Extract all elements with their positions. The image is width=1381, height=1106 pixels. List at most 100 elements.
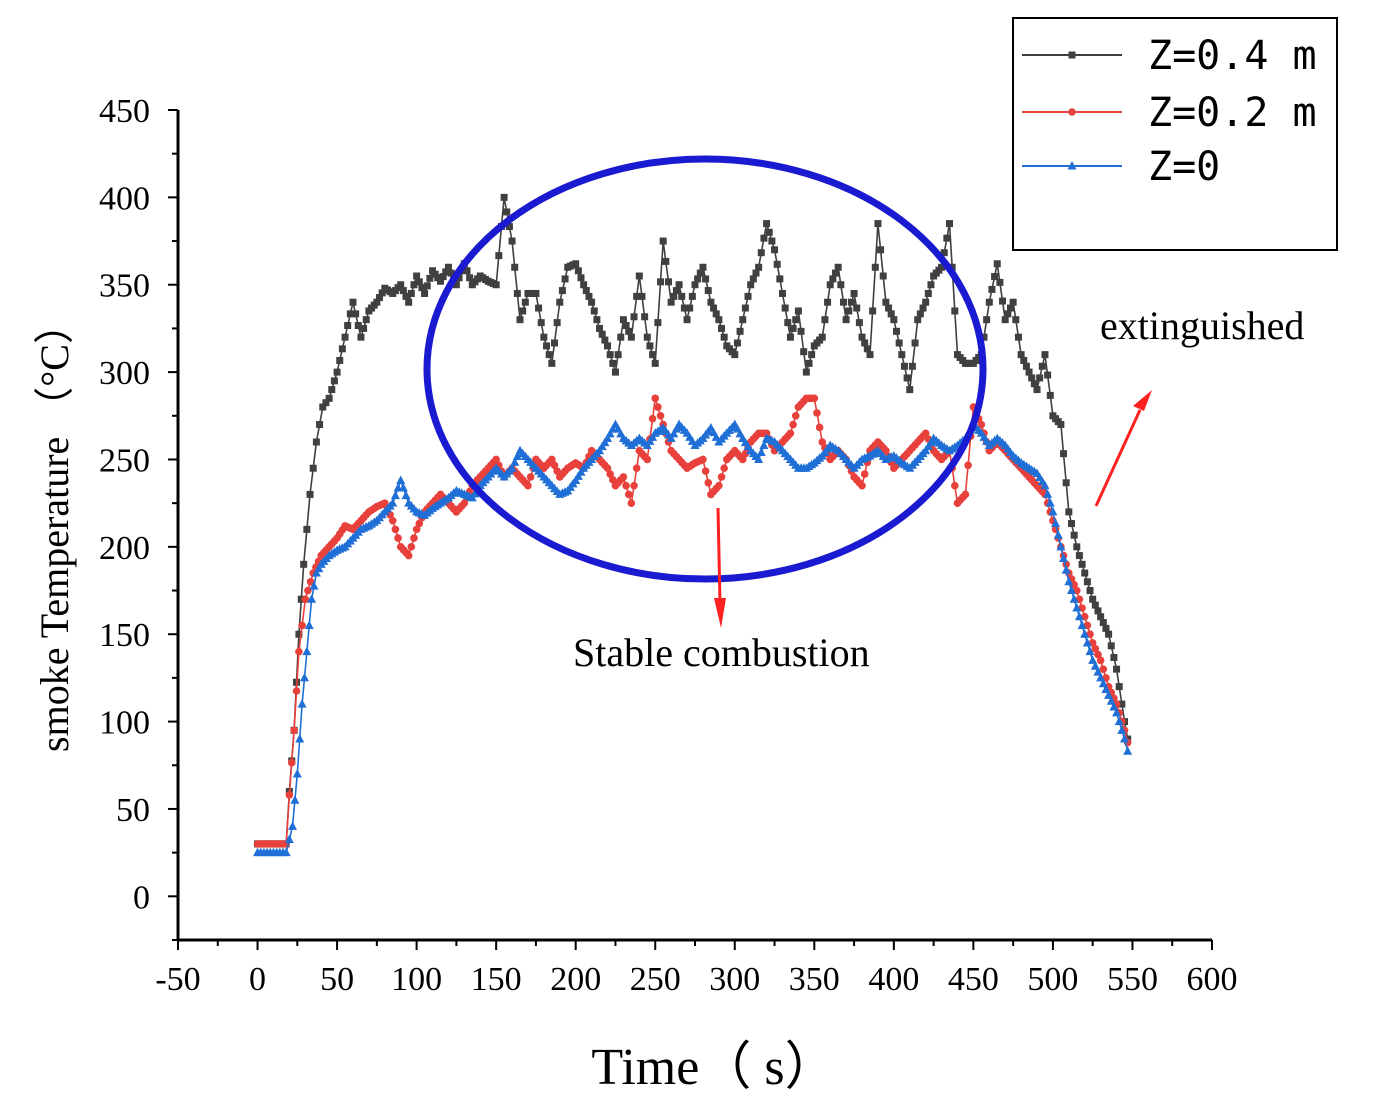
data-point xyxy=(916,310,924,318)
data-point xyxy=(877,246,885,254)
data-point xyxy=(882,298,890,306)
y-tick-label: 50 xyxy=(116,792,150,829)
data-point xyxy=(1096,656,1105,665)
data-point xyxy=(1083,578,1091,586)
data-point xyxy=(1025,368,1033,376)
data-point xyxy=(691,281,699,289)
data-point xyxy=(399,287,407,295)
legend-label: Z=0 xyxy=(1148,144,1220,190)
series-1 xyxy=(253,394,1132,848)
stable-combustion-label: Stable combustion xyxy=(573,630,870,675)
data-point xyxy=(1066,585,1076,595)
data-point xyxy=(349,298,357,306)
data-point xyxy=(500,193,508,201)
data-point xyxy=(837,281,845,289)
data-point xyxy=(715,316,723,324)
data-point xyxy=(680,304,688,312)
data-point xyxy=(643,455,652,464)
data-point xyxy=(887,310,895,318)
data-point xyxy=(951,481,959,490)
data-point xyxy=(662,257,670,265)
data-point xyxy=(686,304,694,312)
data-point xyxy=(1088,655,1098,664)
data-point xyxy=(346,310,354,318)
data-point xyxy=(771,246,779,254)
data-point xyxy=(300,560,308,568)
data-point xyxy=(1077,620,1087,629)
data-point xyxy=(605,428,615,438)
data-point xyxy=(1091,601,1099,609)
data-point xyxy=(651,359,659,367)
data-point xyxy=(850,289,858,297)
data-point xyxy=(375,294,383,302)
data-point xyxy=(1101,684,1111,694)
data-point xyxy=(463,267,471,275)
data-point xyxy=(919,304,927,312)
data-point xyxy=(304,586,312,595)
y-axis-title: smoke Temperature （°C） xyxy=(32,304,77,752)
data-point xyxy=(508,237,516,245)
data-point xyxy=(1065,508,1073,516)
y-tick-label: 450 xyxy=(99,93,150,130)
data-point xyxy=(312,438,320,446)
data-point xyxy=(1090,661,1100,670)
data-point xyxy=(336,356,344,364)
data-point xyxy=(309,464,317,472)
extinguished-label: extinguished xyxy=(1100,303,1304,348)
data-point xyxy=(999,297,1007,305)
data-point xyxy=(388,516,397,525)
data-point xyxy=(596,324,604,332)
data-point xyxy=(452,281,460,289)
data-point xyxy=(977,420,986,429)
data-point xyxy=(815,423,824,432)
data-point xyxy=(829,275,837,283)
data-point xyxy=(898,351,906,359)
data-point xyxy=(792,316,800,324)
data-point xyxy=(1070,580,1078,589)
data-point xyxy=(759,440,769,449)
data-point xyxy=(702,275,710,283)
data-point xyxy=(288,821,298,830)
data-point xyxy=(670,292,678,300)
data-point xyxy=(593,316,601,324)
x-tick-label: 50 xyxy=(320,961,354,998)
data-point xyxy=(410,534,418,542)
y-tick-label: 400 xyxy=(99,180,150,217)
data-point xyxy=(407,289,415,297)
data-point xyxy=(512,451,522,461)
series-0 xyxy=(254,193,1132,848)
data-point xyxy=(627,499,636,507)
x-tick-label: -50 xyxy=(155,961,200,998)
data-point xyxy=(786,429,795,438)
data-point xyxy=(1096,672,1106,682)
data-point xyxy=(622,481,630,490)
data-point xyxy=(492,455,500,464)
data-point xyxy=(535,304,543,312)
data-point xyxy=(582,287,590,295)
data-point xyxy=(800,348,808,356)
data-point xyxy=(292,769,302,778)
y-tick-label: 250 xyxy=(99,442,150,479)
data-point xyxy=(603,433,613,443)
data-point xyxy=(357,333,365,341)
data-point xyxy=(1053,530,1063,539)
data-point xyxy=(545,351,553,359)
data-point xyxy=(1017,351,1025,359)
data-point xyxy=(1099,619,1107,627)
data-point xyxy=(861,339,869,347)
data-point xyxy=(297,595,305,603)
data-point xyxy=(391,525,400,534)
data-point xyxy=(415,519,424,528)
data-point xyxy=(710,304,718,312)
data-point xyxy=(556,298,564,306)
data-point xyxy=(404,551,413,560)
data-point xyxy=(1117,725,1127,734)
data-point xyxy=(352,310,360,318)
data-point xyxy=(1075,552,1083,560)
data-point xyxy=(401,490,411,500)
data-point xyxy=(447,269,455,277)
data-point xyxy=(405,298,413,306)
data-point xyxy=(633,292,641,300)
data-point xyxy=(548,455,556,464)
data-point xyxy=(460,499,469,507)
